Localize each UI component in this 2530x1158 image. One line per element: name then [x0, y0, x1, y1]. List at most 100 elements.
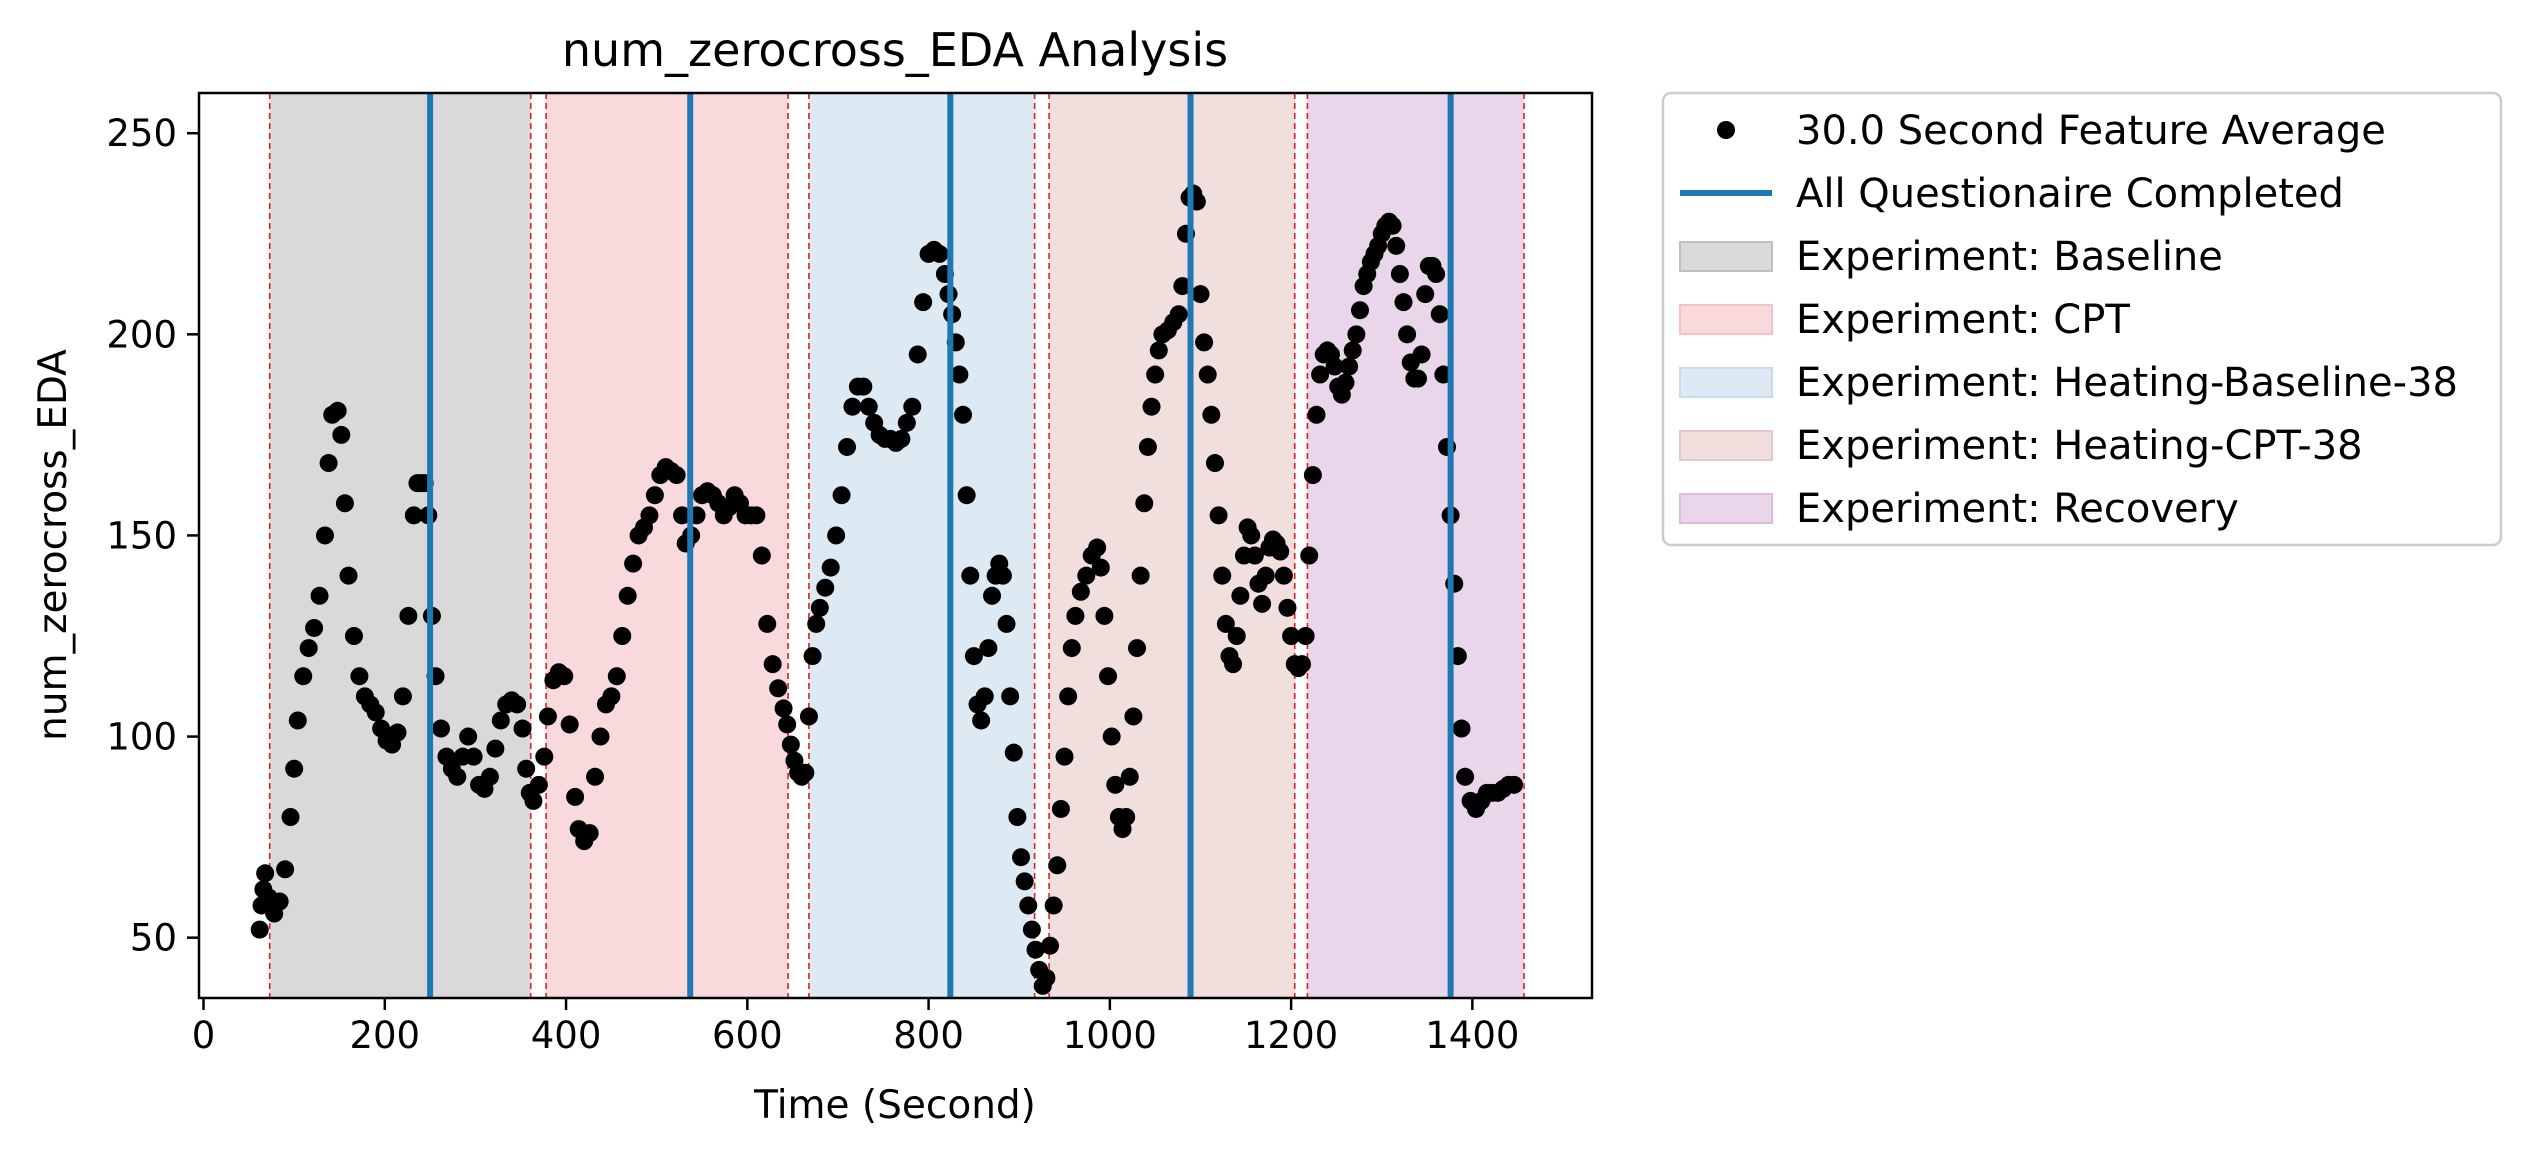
x-tick-label: 1400 — [1425, 1014, 1519, 1057]
data-point — [1311, 365, 1330, 384]
data-point — [1398, 325, 1417, 344]
data-point — [803, 647, 822, 666]
data-point — [464, 747, 483, 766]
data-point — [399, 606, 418, 625]
data-point — [843, 397, 862, 416]
data-point — [1452, 719, 1471, 738]
data-point — [1066, 606, 1085, 625]
data-point — [1051, 799, 1070, 818]
data-point — [529, 775, 548, 794]
data-point — [319, 454, 338, 473]
data-point — [1292, 655, 1311, 674]
data-point — [431, 719, 450, 738]
data-point — [310, 586, 329, 605]
data-point — [1095, 606, 1114, 625]
data-point — [1271, 542, 1290, 561]
data-point — [1037, 968, 1056, 987]
data-point — [1071, 582, 1090, 601]
experiment-regions — [269, 93, 1525, 998]
legend-marker-patch — [1679, 367, 1773, 398]
data-point — [769, 679, 788, 698]
data-point — [972, 711, 991, 730]
data-point — [294, 667, 313, 686]
data-point — [270, 892, 289, 911]
data-point — [524, 791, 543, 810]
data-point — [758, 614, 777, 633]
data-point — [1202, 405, 1221, 424]
legend-marker-point — [1717, 121, 1735, 139]
data-point — [1300, 546, 1319, 565]
region-baseline — [269, 93, 531, 998]
data-point — [807, 614, 826, 633]
data-point — [335, 494, 354, 513]
data-point — [1213, 566, 1232, 585]
data-point — [1173, 277, 1192, 296]
data-point — [752, 546, 771, 565]
data-point — [1102, 727, 1121, 746]
data-point — [1383, 216, 1402, 235]
data-point — [1224, 655, 1243, 674]
region-boundary-lines — [268, 93, 1525, 998]
data-point — [832, 486, 851, 505]
data-point — [1041, 936, 1060, 955]
y-tick-label: 200 — [106, 313, 177, 356]
data-point — [276, 860, 295, 879]
data-point — [957, 486, 976, 505]
x-tick-label: 0 — [192, 1014, 216, 1057]
data-point — [1120, 767, 1139, 786]
legend-box — [1661, 91, 2503, 547]
data-point — [618, 586, 637, 605]
legend-label: Experiment: Heating-CPT-38 — [1796, 423, 2363, 469]
data-point — [799, 707, 818, 726]
feature-average-points — [250, 184, 1524, 995]
data-point — [339, 566, 358, 585]
legend-label: 30.0 Second Feature Average — [1796, 108, 2386, 154]
legend-label: All Questionaire Completed — [1796, 171, 2344, 217]
data-point — [1340, 357, 1359, 376]
data-point — [305, 618, 324, 637]
data-point — [1231, 586, 1250, 605]
data-point — [1227, 627, 1246, 645]
data-point — [281, 808, 300, 826]
data-point — [1307, 405, 1326, 424]
data-point — [897, 413, 916, 432]
region-cpt — [546, 93, 789, 998]
data-point — [1296, 627, 1315, 645]
data-point — [796, 763, 815, 782]
data-point — [517, 759, 536, 778]
data-point — [1274, 566, 1293, 585]
data-point — [1022, 920, 1041, 939]
data-point — [1019, 896, 1038, 915]
data-point — [993, 566, 1012, 585]
data-point — [1012, 848, 1031, 867]
data-point — [1390, 265, 1409, 283]
data-point — [328, 401, 347, 420]
legend-marker-patch — [1679, 493, 1773, 524]
data-point — [778, 715, 797, 734]
data-point — [1347, 325, 1366, 344]
data-point — [854, 377, 873, 396]
data-point — [299, 639, 318, 658]
data-point — [747, 506, 766, 525]
data-point — [1117, 808, 1136, 826]
data-point — [1303, 466, 1322, 485]
data-point — [1505, 775, 1524, 794]
data-point — [366, 703, 385, 722]
x-tick-label: 600 — [712, 1014, 783, 1057]
data-point — [580, 824, 599, 843]
data-point — [950, 365, 969, 384]
data-point — [930, 244, 949, 263]
data-point — [256, 864, 275, 883]
data-point — [1209, 506, 1228, 525]
y-axis-label: num_zerocross_EDA — [31, 349, 76, 741]
data-point — [964, 647, 983, 666]
data-point — [1278, 598, 1297, 617]
data-point — [1195, 333, 1214, 352]
legend-label: Experiment: CPT — [1796, 297, 2130, 343]
data-point — [979, 639, 998, 658]
data-point — [250, 920, 269, 939]
data-point — [560, 715, 579, 734]
data-point — [975, 687, 994, 706]
data-point — [1099, 667, 1118, 686]
data-point — [1343, 341, 1362, 360]
